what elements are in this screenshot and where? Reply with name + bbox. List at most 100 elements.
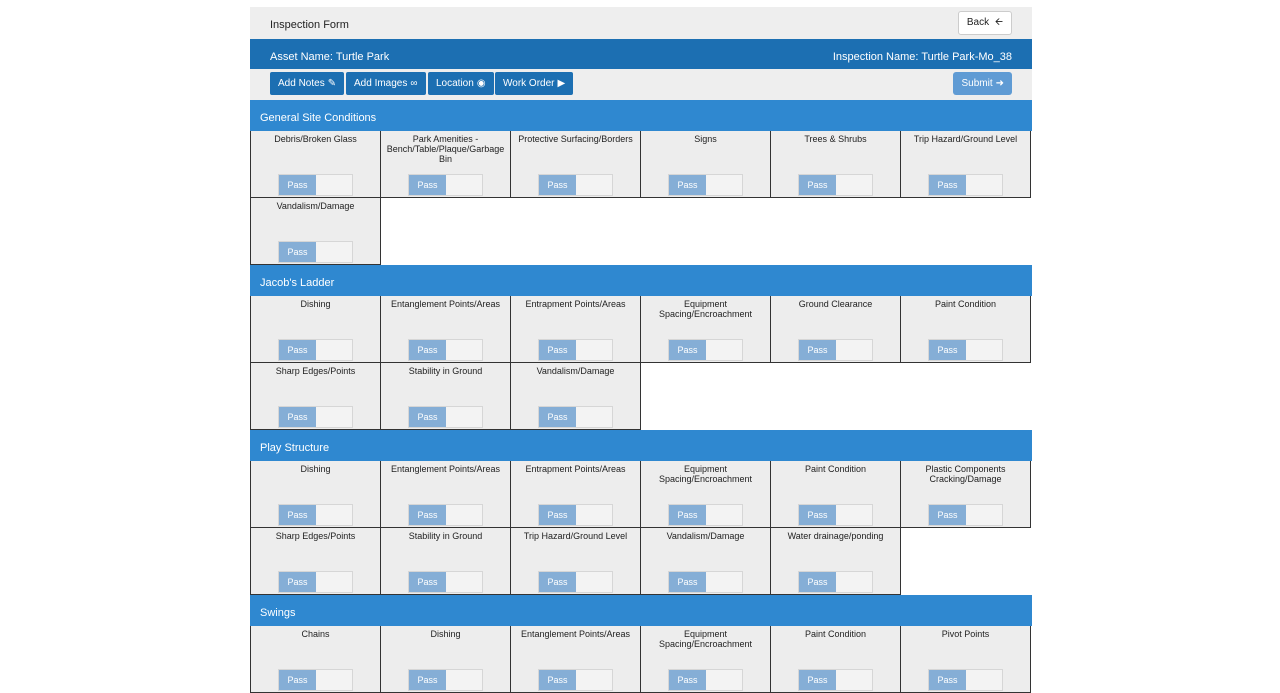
pass-fail-toggle[interactable]: Pass [538, 669, 613, 691]
pass-option[interactable]: Pass [669, 572, 706, 592]
checklist-item: Paint Condition Pass [770, 626, 901, 693]
pass-option[interactable]: Pass [279, 175, 316, 195]
action-toolbar: Add Notes ✎ Add Images ∞ Location ◉ Work Or… [250, 69, 1032, 100]
page-title: Inspection Form [270, 19, 349, 31]
pass-option[interactable]: Pass [409, 407, 446, 427]
pass-fail-toggle[interactable]: Pass [538, 406, 613, 428]
pass-fail-toggle[interactable]: Pass [278, 339, 353, 361]
pass-option[interactable]: Pass [409, 340, 446, 360]
work-order-button[interactable]: Work Order ▶ [495, 72, 574, 95]
pass-fail-toggle[interactable]: Pass [668, 504, 743, 526]
checklist-item-label: Stability in Ground [408, 531, 483, 541]
pass-option[interactable]: Pass [539, 572, 576, 592]
pass-option[interactable]: Pass [279, 407, 316, 427]
pass-fail-toggle[interactable]: Pass [928, 174, 1003, 196]
checklist-item: Dishing Pass [250, 461, 381, 528]
pass-option[interactable]: Pass [799, 175, 836, 195]
pass-fail-toggle[interactable]: Pass [278, 174, 353, 196]
section-header: Play Structure [250, 430, 1032, 461]
checklist-grid: Dishing Pass Entanglement Points/Areas Pass… [250, 296, 1032, 430]
checklist-item: Plastic Components Cracking/Damage Pass [900, 461, 1031, 528]
pass-fail-toggle[interactable]: Pass [668, 339, 743, 361]
pass-option[interactable]: Pass [279, 670, 316, 690]
checklist-item: Vandalism/Damage Pass [510, 363, 641, 430]
pass-option[interactable]: Pass [409, 175, 446, 195]
checklist-item-label: Signs [694, 134, 717, 144]
add-images-button[interactable]: Add Images ∞ [346, 72, 426, 95]
checklist-item: Sharp Edges/Points Pass [250, 363, 381, 430]
globe-icon: ◉ [476, 78, 486, 89]
pass-fail-toggle[interactable]: Pass [928, 504, 1003, 526]
pass-option[interactable]: Pass [799, 670, 836, 690]
pass-fail-toggle[interactable]: Pass [278, 504, 353, 526]
pass-option[interactable]: Pass [929, 340, 966, 360]
pass-option[interactable]: Pass [409, 505, 446, 525]
inspection-sections: General Site Conditions Debris/Broken Gla… [250, 100, 1032, 693]
add-notes-button[interactable]: Add Notes ✎ [270, 72, 345, 95]
pass-option[interactable]: Pass [799, 340, 836, 360]
pass-fail-toggle[interactable]: Pass [798, 571, 873, 593]
pass-fail-toggle[interactable]: Pass [928, 339, 1003, 361]
pass-fail-toggle[interactable]: Pass [798, 669, 873, 691]
pass-fail-toggle[interactable]: Pass [408, 669, 483, 691]
asset-bar: Asset Name: Turtle Park Inspection Name:… [250, 39, 1032, 69]
pass-fail-toggle[interactable]: Pass [278, 669, 353, 691]
pass-fail-toggle[interactable]: Pass [408, 504, 483, 526]
checklist-grid: Chains Pass Dishing Pass Entanglement Points… [250, 626, 1032, 693]
pass-option[interactable]: Pass [409, 572, 446, 592]
pass-fail-toggle[interactable]: Pass [668, 174, 743, 196]
pass-option[interactable]: Pass [799, 572, 836, 592]
form-header: Inspection Form Back 🡨 [250, 7, 1032, 39]
pass-option[interactable]: Pass [669, 505, 706, 525]
pass-option[interactable]: Pass [539, 407, 576, 427]
pass-fail-toggle[interactable]: Pass [798, 504, 873, 526]
pencil-icon: ✎ [327, 78, 337, 89]
pass-option[interactable]: Pass [799, 505, 836, 525]
pass-option[interactable]: Pass [279, 505, 316, 525]
pass-option[interactable]: Pass [539, 505, 576, 525]
pass-option[interactable]: Pass [669, 670, 706, 690]
location-button[interactable]: Location ◉ [428, 72, 494, 95]
checklist-item-label: Dishing [430, 629, 461, 639]
checklist-item-label: Sharp Edges/Points [275, 366, 356, 376]
pass-option[interactable]: Pass [929, 670, 966, 690]
pass-fail-toggle[interactable]: Pass [668, 669, 743, 691]
pass-option[interactable]: Pass [409, 670, 446, 690]
pass-fail-toggle[interactable]: Pass [278, 406, 353, 428]
tag-icon: ▶ [557, 78, 566, 89]
pass-option[interactable]: Pass [279, 340, 316, 360]
pass-option[interactable]: Pass [539, 340, 576, 360]
section-header: General Site Conditions [250, 100, 1032, 131]
pass-option[interactable]: Pass [539, 670, 576, 690]
checklist-item-label: Trip Hazard/Ground Level [523, 531, 628, 541]
pass-option[interactable]: Pass [279, 242, 316, 262]
pass-option[interactable]: Pass [929, 505, 966, 525]
checklist-item: Entanglement Points/Areas Pass [380, 296, 511, 363]
back-button[interactable]: Back 🡨 [957, 11, 1012, 35]
pass-option[interactable]: Pass [539, 175, 576, 195]
checklist-item-label: Entanglement Points/Areas [390, 299, 501, 309]
pass-fail-toggle[interactable]: Pass [408, 571, 483, 593]
pass-fail-toggle[interactable]: Pass [408, 174, 483, 196]
pass-fail-toggle[interactable]: Pass [668, 571, 743, 593]
add-images-label: Add Images [354, 78, 408, 89]
pass-option[interactable]: Pass [279, 572, 316, 592]
pass-option[interactable]: Pass [929, 175, 966, 195]
pass-fail-toggle[interactable]: Pass [538, 504, 613, 526]
pass-fail-toggle[interactable]: Pass [798, 174, 873, 196]
pass-option[interactable]: Pass [669, 175, 706, 195]
pass-option[interactable]: Pass [669, 340, 706, 360]
pass-fail-toggle[interactable]: Pass [278, 241, 353, 263]
submit-button[interactable]: Submit ➜ [953, 72, 1012, 95]
checklist-item: Entrapment Points/Areas Pass [510, 296, 641, 363]
pass-fail-toggle[interactable]: Pass [798, 339, 873, 361]
submit-label: Submit [961, 78, 993, 89]
pass-fail-toggle[interactable]: Pass [538, 571, 613, 593]
pass-fail-toggle[interactable]: Pass [538, 339, 613, 361]
pass-fail-toggle[interactable]: Pass [408, 406, 483, 428]
pass-fail-toggle[interactable]: Pass [928, 669, 1003, 691]
pass-fail-toggle[interactable]: Pass [408, 339, 483, 361]
checklist-item-label: Entrapment Points/Areas [525, 299, 626, 309]
pass-fail-toggle[interactable]: Pass [538, 174, 613, 196]
pass-fail-toggle[interactable]: Pass [278, 571, 353, 593]
